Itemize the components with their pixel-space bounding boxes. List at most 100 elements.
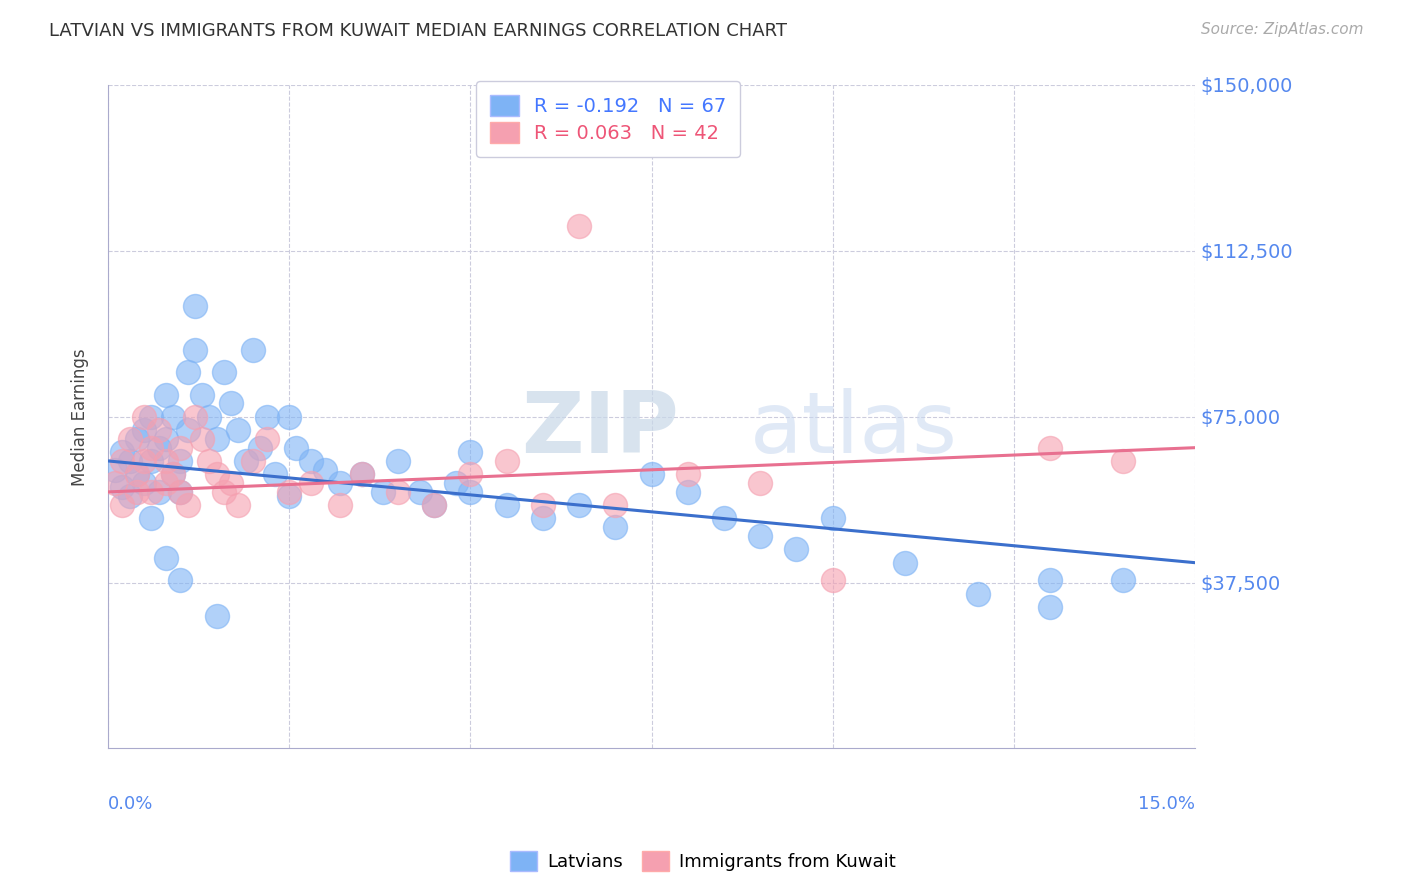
Point	[278, 409, 301, 424]
Point	[111, 454, 134, 468]
Point	[134, 476, 156, 491]
Point	[155, 432, 177, 446]
Point	[531, 498, 554, 512]
Point	[423, 498, 446, 512]
Point	[299, 476, 322, 491]
Point	[198, 409, 221, 424]
Point	[219, 476, 242, 491]
Point	[177, 423, 200, 437]
Point	[749, 529, 772, 543]
Point	[423, 498, 446, 512]
Point	[104, 476, 127, 491]
Point	[134, 423, 156, 437]
Point	[148, 441, 170, 455]
Point	[676, 467, 699, 482]
Point	[104, 463, 127, 477]
Point	[285, 441, 308, 455]
Point	[242, 454, 264, 468]
Point	[111, 481, 134, 495]
Point	[249, 441, 271, 455]
Point	[141, 441, 163, 455]
Point	[1039, 599, 1062, 614]
Point	[191, 387, 214, 401]
Point	[118, 489, 141, 503]
Point	[640, 467, 662, 482]
Point	[177, 498, 200, 512]
Point	[125, 467, 148, 482]
Point	[125, 467, 148, 482]
Point	[191, 432, 214, 446]
Point	[235, 454, 257, 468]
Point	[495, 498, 517, 512]
Point	[228, 423, 250, 437]
Point	[141, 409, 163, 424]
Point	[676, 484, 699, 499]
Point	[184, 299, 207, 313]
Point	[894, 556, 917, 570]
Point	[460, 445, 482, 459]
Point	[134, 454, 156, 468]
Point	[212, 366, 235, 380]
Point	[278, 484, 301, 499]
Point	[155, 476, 177, 491]
Point	[177, 366, 200, 380]
Point	[118, 454, 141, 468]
Point	[460, 467, 482, 482]
Point	[242, 343, 264, 358]
Point	[169, 484, 191, 499]
Point	[495, 454, 517, 468]
Point	[111, 445, 134, 459]
Point	[387, 484, 409, 499]
Point	[713, 511, 735, 525]
Point	[821, 574, 844, 588]
Point	[155, 551, 177, 566]
Point	[169, 484, 191, 499]
Point	[155, 387, 177, 401]
Point	[162, 467, 184, 482]
Point	[205, 432, 228, 446]
Point	[219, 396, 242, 410]
Text: 0.0%: 0.0%	[108, 795, 153, 813]
Point	[329, 498, 352, 512]
Point	[162, 467, 184, 482]
Point	[387, 454, 409, 468]
Point	[205, 608, 228, 623]
Point	[118, 432, 141, 446]
Point	[148, 484, 170, 499]
Point	[460, 484, 482, 499]
Point	[169, 574, 191, 588]
Point	[278, 489, 301, 503]
Point	[350, 467, 373, 482]
Point	[125, 432, 148, 446]
Point	[350, 467, 373, 482]
Point	[605, 498, 627, 512]
Point	[125, 484, 148, 499]
Point	[141, 454, 163, 468]
Point	[169, 441, 191, 455]
Point	[1039, 574, 1062, 588]
Point	[408, 484, 430, 499]
Point	[228, 498, 250, 512]
Point	[605, 520, 627, 534]
Point	[373, 484, 395, 499]
Text: LATVIAN VS IMMIGRANTS FROM KUWAIT MEDIAN EARNINGS CORRELATION CHART: LATVIAN VS IMMIGRANTS FROM KUWAIT MEDIAN…	[49, 22, 787, 40]
Point	[444, 476, 467, 491]
Point	[256, 409, 278, 424]
Text: ZIP: ZIP	[522, 389, 679, 472]
Point	[531, 511, 554, 525]
Text: Source: ZipAtlas.com: Source: ZipAtlas.com	[1201, 22, 1364, 37]
Point	[314, 463, 336, 477]
Point	[198, 454, 221, 468]
Point	[785, 542, 807, 557]
Point	[263, 467, 285, 482]
Text: atlas: atlas	[749, 389, 957, 472]
Point	[568, 219, 591, 234]
Point	[111, 498, 134, 512]
Point	[568, 498, 591, 512]
Point	[184, 409, 207, 424]
Point	[1111, 454, 1133, 468]
Point	[205, 467, 228, 482]
Point	[256, 432, 278, 446]
Point	[212, 484, 235, 499]
Point	[141, 484, 163, 499]
